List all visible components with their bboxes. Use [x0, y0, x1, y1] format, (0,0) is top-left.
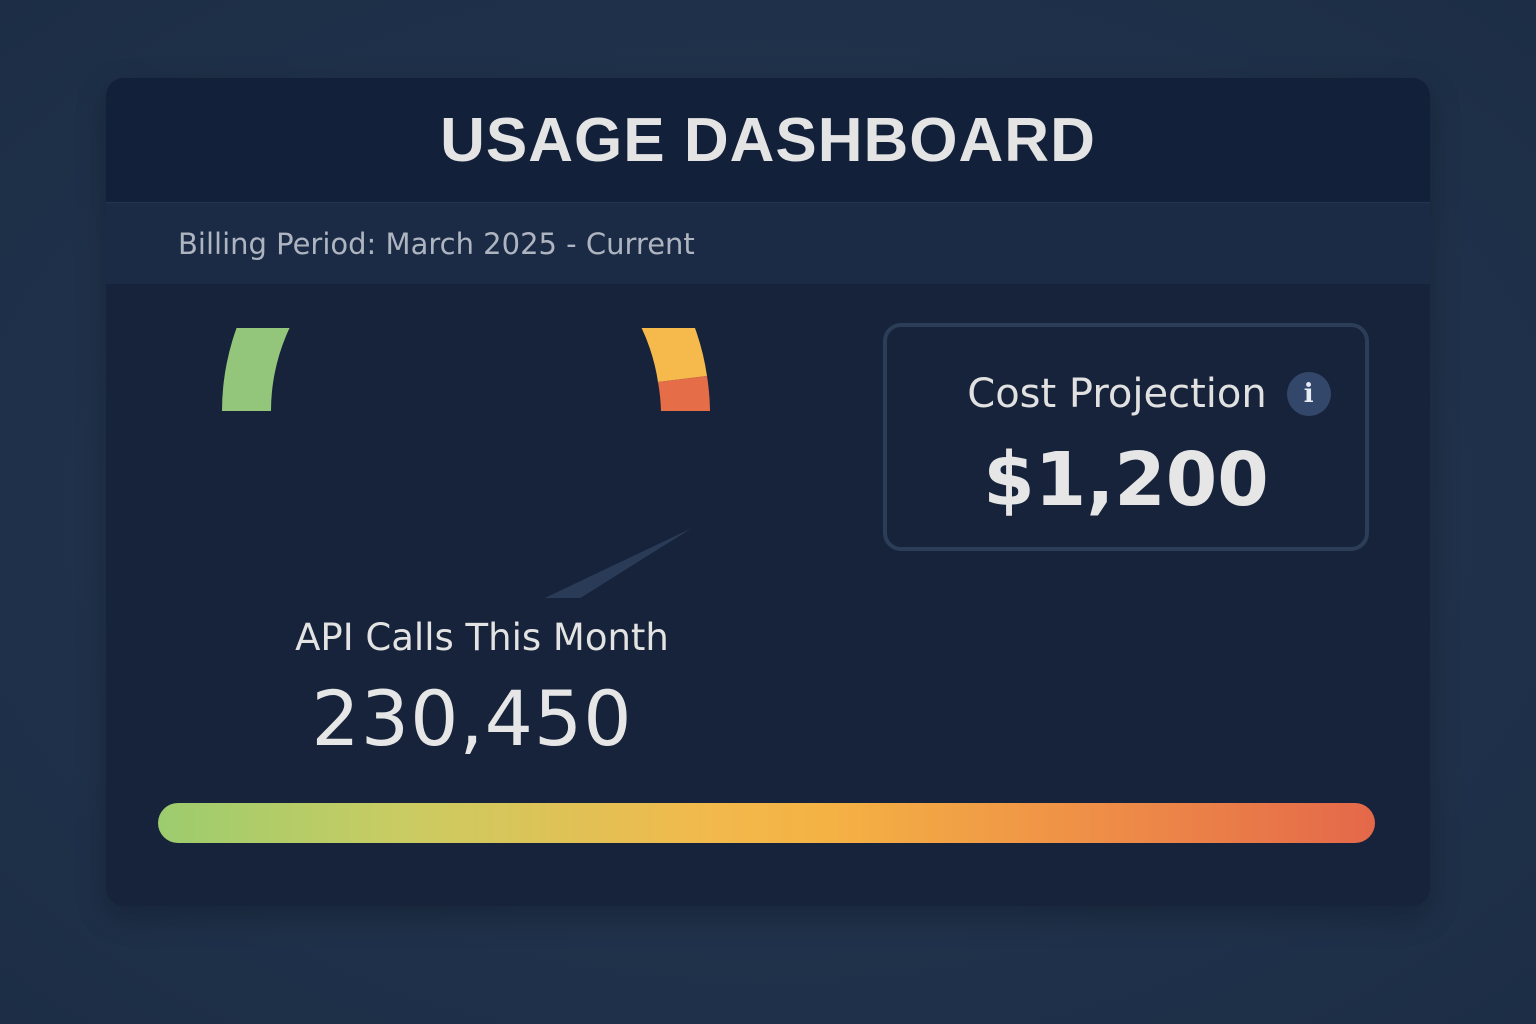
billing-period-bar: Billing Period: March 2025 - Current — [106, 202, 1430, 284]
cost-projection-header: Cost Projection i — [887, 371, 1365, 417]
dashboard-card: USAGE DASHBOARD Billing Period: March 20… — [106, 78, 1430, 906]
api-calls-value: 230,450 — [311, 674, 633, 763]
api-calls-gauge — [216, 328, 716, 598]
cost-projection-value: $1,200 — [983, 437, 1269, 523]
cost-projection-title: Cost Projection — [967, 371, 1267, 417]
gauge-segment-red-arc — [658, 376, 710, 411]
page-title: USAGE DASHBOARD — [440, 105, 1096, 175]
gauge-segment-green — [332, 377, 570, 412]
cost-projection-card: Cost Projection i $1,200 — [883, 323, 1369, 551]
dashboard-header: USAGE DASHBOARD — [106, 78, 1430, 202]
gauge-segment-yellow-arc — [641, 328, 707, 382]
usage-gradient-bar — [158, 803, 1375, 843]
info-icon[interactable]: i — [1286, 372, 1331, 416]
gauge-needle — [544, 528, 692, 598]
billing-period-text: Billing Period: March 2025 - Current — [178, 226, 695, 261]
api-calls-label: API Calls This Month — [295, 616, 669, 659]
gauge-segment-green-arc — [222, 328, 290, 411]
